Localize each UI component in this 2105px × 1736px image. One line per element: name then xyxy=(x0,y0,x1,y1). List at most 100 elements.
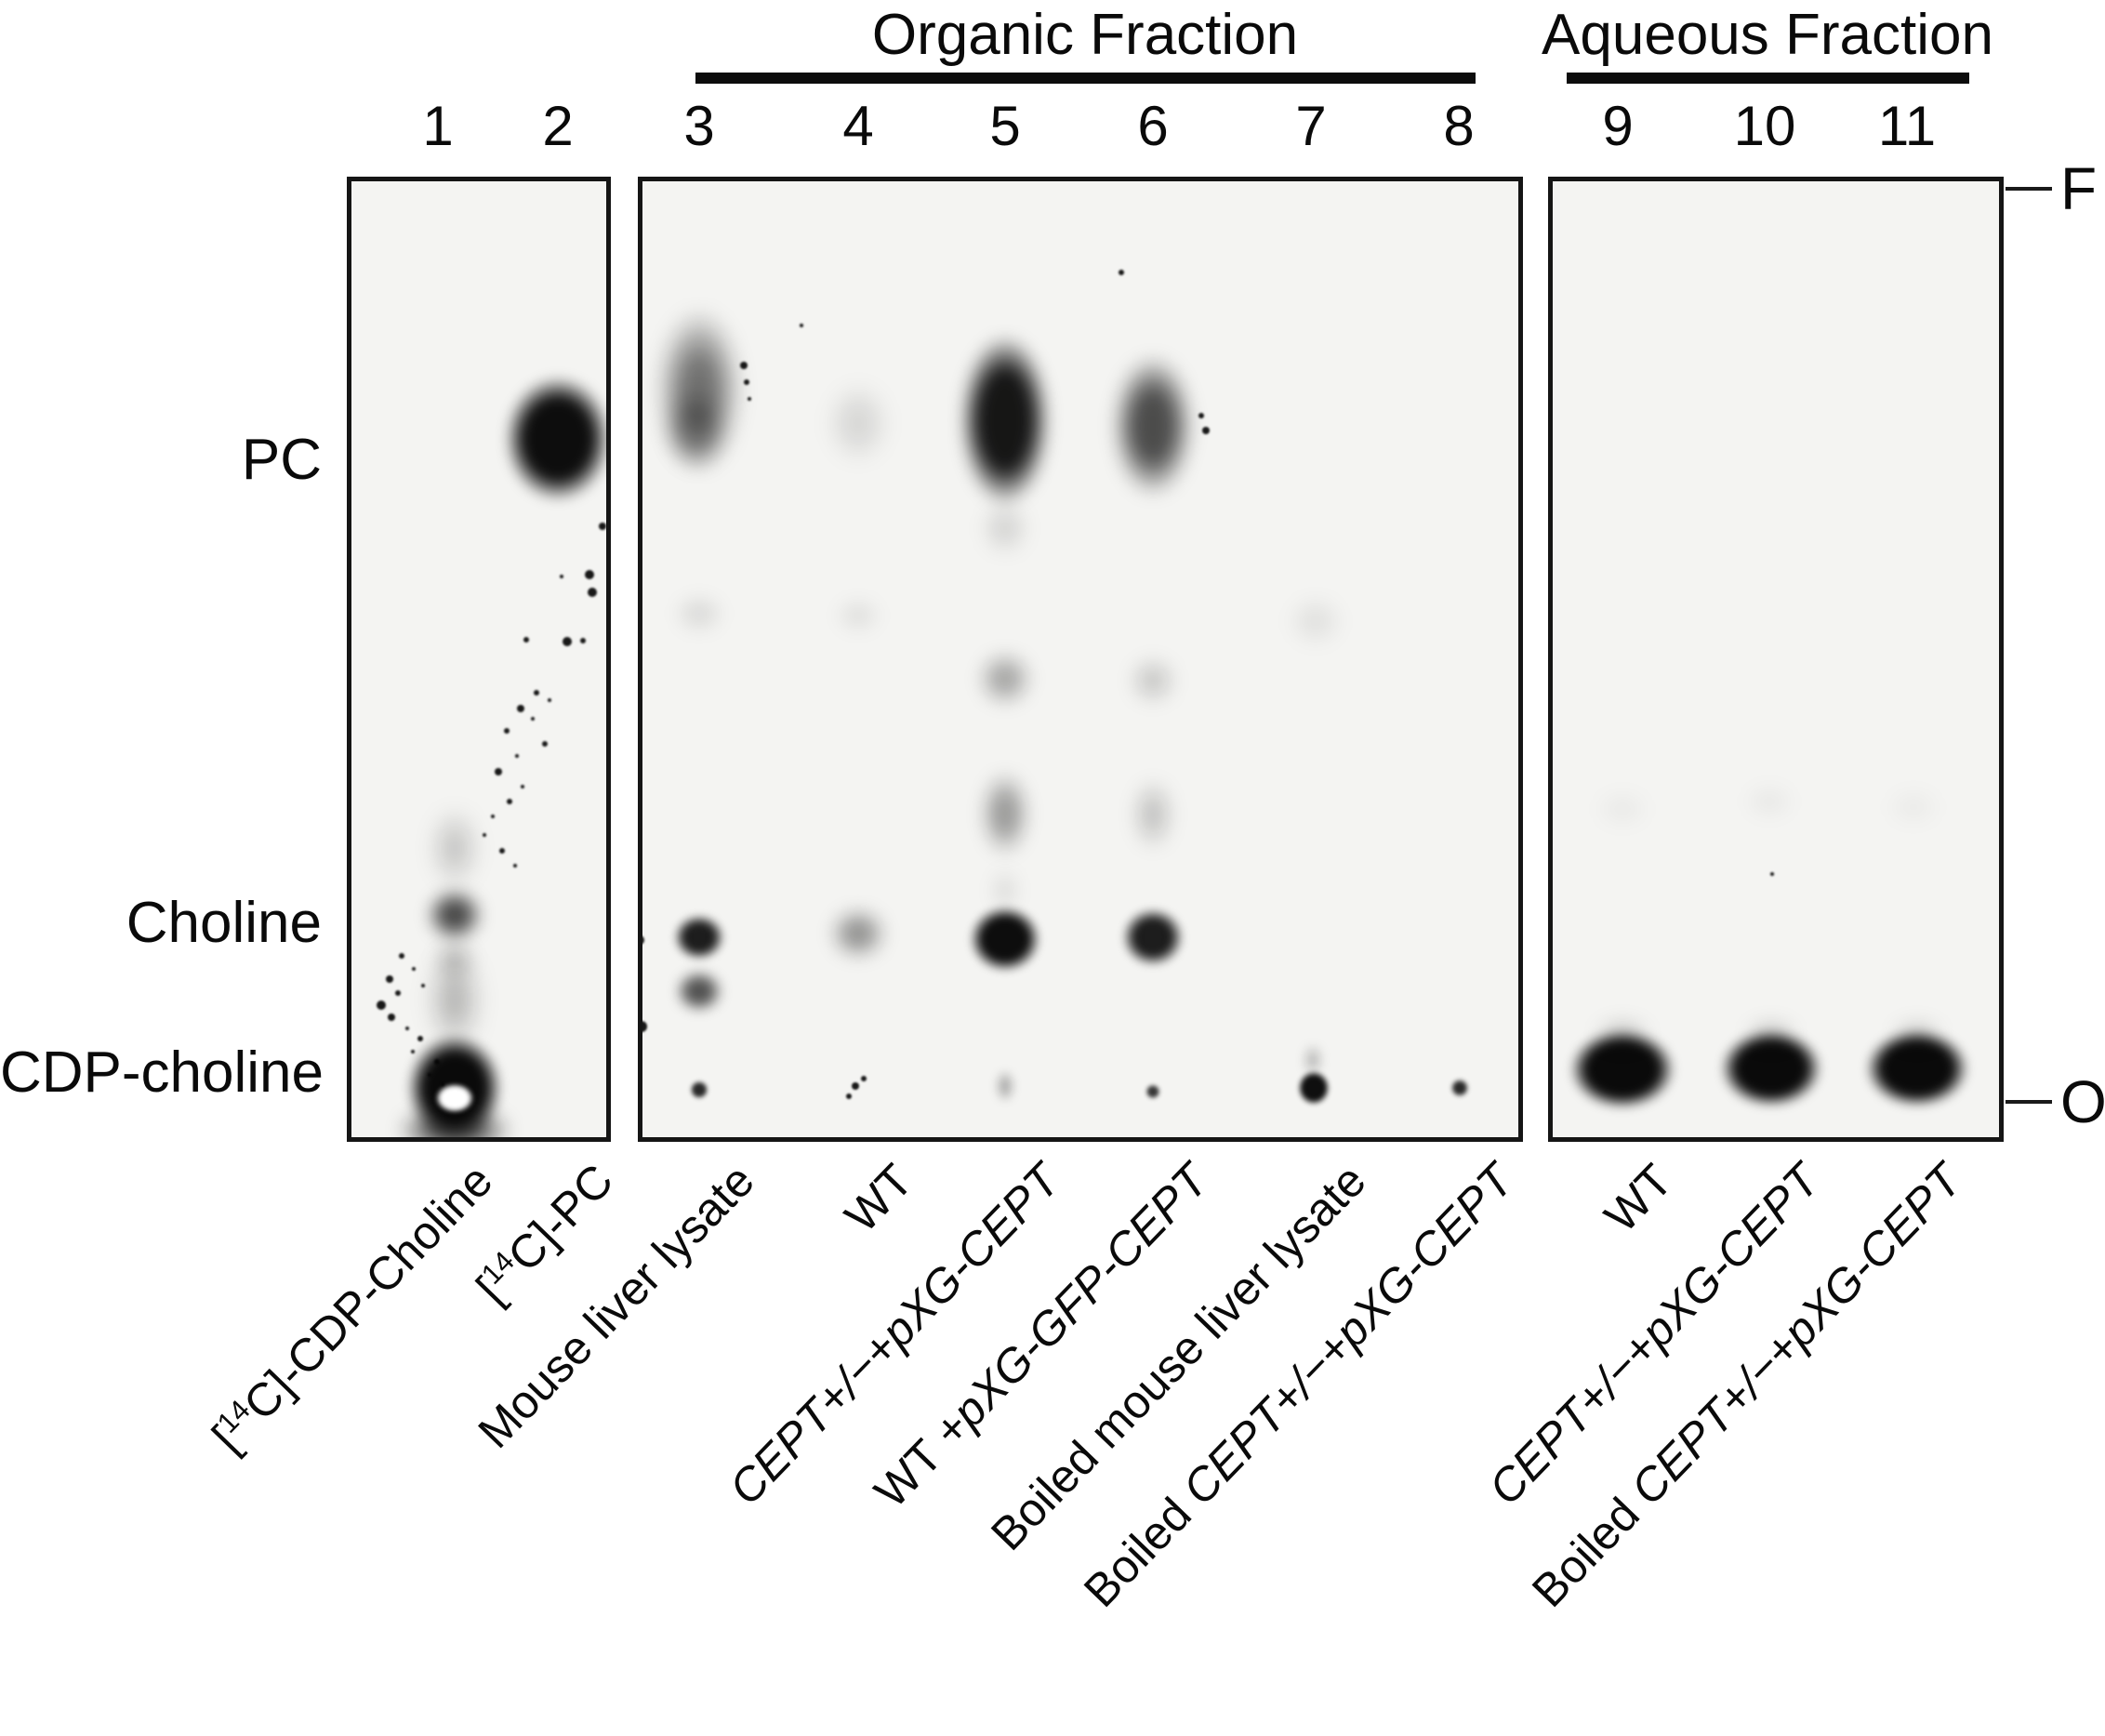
lane-label-segment: C]-PC xyxy=(496,1154,623,1282)
gel-spot xyxy=(980,771,1030,856)
gel-panel-2 xyxy=(638,177,1523,1142)
gel-spot xyxy=(1112,355,1194,497)
speckle-dot xyxy=(513,864,517,868)
gel-spot xyxy=(1145,1084,1160,1099)
lane-label-segment: WT xyxy=(835,1154,923,1243)
row-label-choline: Choline xyxy=(126,891,322,955)
speckle-dot xyxy=(1770,872,1774,876)
gel-spot xyxy=(983,502,1027,554)
gel-spot xyxy=(432,809,477,887)
speckle-dot xyxy=(548,698,551,702)
gel-panel-1 xyxy=(347,177,611,1142)
speckle-dot xyxy=(563,637,572,646)
speckle-dot xyxy=(599,523,606,530)
gel-spot xyxy=(1569,1029,1675,1109)
lane-label-9: WT xyxy=(1595,1154,1683,1243)
gel-spot xyxy=(1130,657,1176,704)
gel-spot xyxy=(1886,788,1941,826)
gel-spot xyxy=(656,309,742,472)
gel-spot xyxy=(1450,1079,1469,1097)
gel-spot xyxy=(1132,779,1173,850)
speckle-dot xyxy=(421,984,425,987)
gel-spot xyxy=(834,597,882,634)
gel-spot xyxy=(435,1083,474,1113)
lane-label-segment: C]-CDP-Choline xyxy=(233,1154,503,1431)
gel-spot xyxy=(1743,785,1795,818)
speckle-dot xyxy=(515,754,519,758)
gel-spot xyxy=(690,1080,708,1099)
gel-spot xyxy=(675,970,723,1013)
lane-number-4: 4 xyxy=(842,95,874,157)
speckle-dot xyxy=(499,848,505,854)
gel-spot xyxy=(1595,1019,1650,1049)
speckle-dot xyxy=(800,324,803,327)
gel-spot xyxy=(673,914,725,961)
speckle-dot xyxy=(417,1036,423,1041)
lane-number-2: 2 xyxy=(542,95,574,157)
speckle-dot xyxy=(740,362,748,369)
gel-spot xyxy=(426,888,483,942)
speckle-dot xyxy=(744,379,749,385)
gel-spot xyxy=(827,382,890,464)
speckle-dot xyxy=(580,638,586,643)
marker-tick-f xyxy=(2006,187,2052,191)
row-label-cdp-choline: CDP-choline xyxy=(0,1040,324,1105)
speckle-dot xyxy=(399,953,404,959)
lane-label-segment: Mouse liver lysate xyxy=(468,1154,764,1459)
lane-label-segment: Boiled xyxy=(1522,1478,1659,1617)
lane-number-11: 11 xyxy=(1877,95,1937,157)
lane-number-5: 5 xyxy=(989,95,1021,157)
gel-spot xyxy=(1595,790,1650,828)
speckle-dot xyxy=(642,1021,647,1032)
speckle-dot xyxy=(585,570,594,579)
gel-spot xyxy=(504,376,606,502)
speckle-dot xyxy=(483,833,486,837)
speckle-dot xyxy=(434,1059,440,1065)
speckle-dot xyxy=(428,1073,431,1077)
speckle-dot xyxy=(504,728,510,734)
lane-number-8: 8 xyxy=(1443,95,1475,157)
gel-spot xyxy=(960,335,1051,506)
gel-spot xyxy=(1297,1070,1331,1106)
lane-label-segment: WT xyxy=(1595,1154,1683,1243)
speckle-dot xyxy=(542,741,548,747)
speckle-dot xyxy=(411,1050,415,1054)
speckle-dot xyxy=(495,768,502,775)
gel-spot xyxy=(1745,1020,1797,1048)
speckle-dot xyxy=(861,1076,867,1081)
gel-spot xyxy=(1304,1045,1321,1075)
speckle-dot xyxy=(1119,270,1124,275)
marker-label-o: O xyxy=(2060,1068,2105,1135)
lane-number-1: 1 xyxy=(422,95,454,157)
gel-spot xyxy=(969,906,1041,973)
speckle-dot xyxy=(642,935,644,945)
aqueous-fraction-bar xyxy=(1567,73,1969,84)
gel-spot xyxy=(977,651,1033,707)
organic-fraction-header: Organic Fraction xyxy=(871,3,1299,67)
speckle-dot xyxy=(441,1082,444,1086)
gel-spot xyxy=(1891,1020,1943,1048)
gel-spot xyxy=(673,593,725,634)
speckle-dot xyxy=(523,637,529,643)
lane-label-segment: +pXG-GFP-CEPT xyxy=(922,1154,1218,1457)
gel-spot xyxy=(436,941,473,978)
speckle-dot xyxy=(405,1027,409,1030)
lane-number-6: 6 xyxy=(1137,95,1169,157)
gel-spot xyxy=(664,389,727,470)
speckle-dot xyxy=(846,1093,852,1099)
gel-spot xyxy=(1121,908,1185,967)
speckle-dot xyxy=(521,785,524,788)
lane-number-9: 9 xyxy=(1602,95,1634,157)
marker-label-f: F xyxy=(2060,155,2098,222)
gel-spot xyxy=(829,908,887,960)
speckle-dot xyxy=(588,588,597,597)
lane-number-7: 7 xyxy=(1295,95,1327,157)
speckle-dot xyxy=(507,799,512,804)
speckle-dot xyxy=(534,690,539,696)
gel-panel-3 xyxy=(1548,177,2004,1142)
speckle-dot xyxy=(1202,427,1210,434)
speckle-dot xyxy=(748,397,751,401)
lane-label-3: Mouse liver lysate xyxy=(468,1154,764,1459)
organic-fraction-bar xyxy=(695,73,1476,84)
